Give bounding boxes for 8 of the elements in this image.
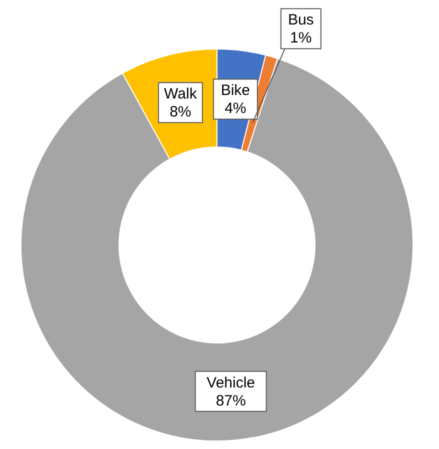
data-label: 4% <box>224 100 246 118</box>
slice-label: Bike <box>220 82 250 100</box>
slice-label: Vehicle <box>206 374 256 392</box>
data-label: 1% <box>290 30 312 47</box>
slice-label: Bus <box>288 12 314 29</box>
data-label: 8% <box>170 104 192 121</box>
data-label: 87% <box>216 392 246 410</box>
slice-label: Walk <box>164 86 198 103</box>
